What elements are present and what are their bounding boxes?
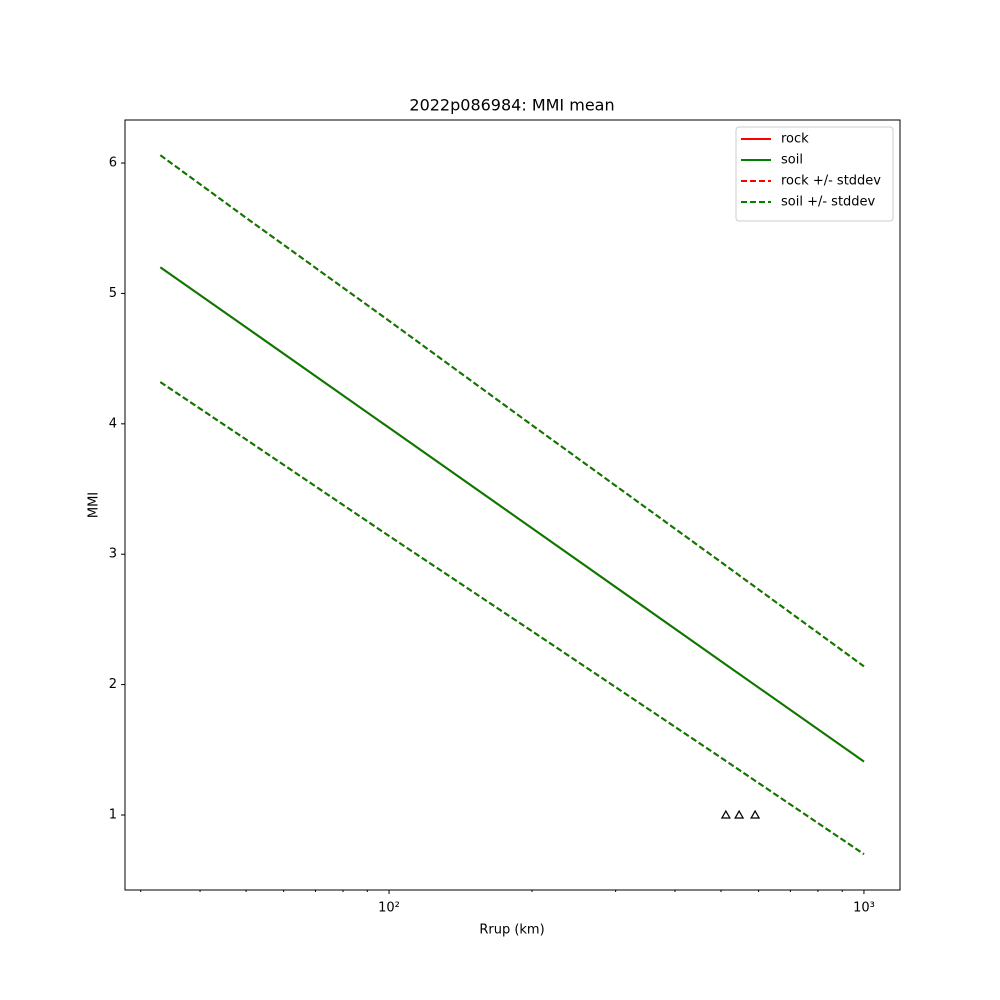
y-tick-label: 4 xyxy=(109,416,117,431)
observation-marker xyxy=(720,809,731,819)
observation-marker xyxy=(734,809,745,819)
observation-marker xyxy=(750,809,761,819)
y-tick-label: 6 xyxy=(109,156,117,171)
plot-area xyxy=(159,154,865,855)
x-tick-label: 10³ xyxy=(853,901,875,916)
series-line xyxy=(159,381,865,855)
y-tick-label: 2 xyxy=(109,677,117,692)
legend-label: rock +/- stddev xyxy=(781,174,881,189)
y-tick-label: 3 xyxy=(109,547,117,562)
x-axis-label: Rrup (km) xyxy=(479,923,544,938)
axes-frame xyxy=(124,119,901,891)
series-line xyxy=(159,266,865,763)
legend-box xyxy=(735,126,894,222)
chart-title: 2022p086984: MMI mean xyxy=(409,96,614,115)
x-tick-label: 10² xyxy=(378,901,400,916)
y-tick-label: 5 xyxy=(109,286,117,301)
y-tick-label: 1 xyxy=(109,808,117,823)
legend-label: soil +/- stddev xyxy=(781,195,876,210)
series-line xyxy=(159,154,865,668)
legend-label: soil xyxy=(781,153,803,168)
legend-label: rock xyxy=(781,132,809,147)
y-axis-label: MMI xyxy=(87,492,102,518)
